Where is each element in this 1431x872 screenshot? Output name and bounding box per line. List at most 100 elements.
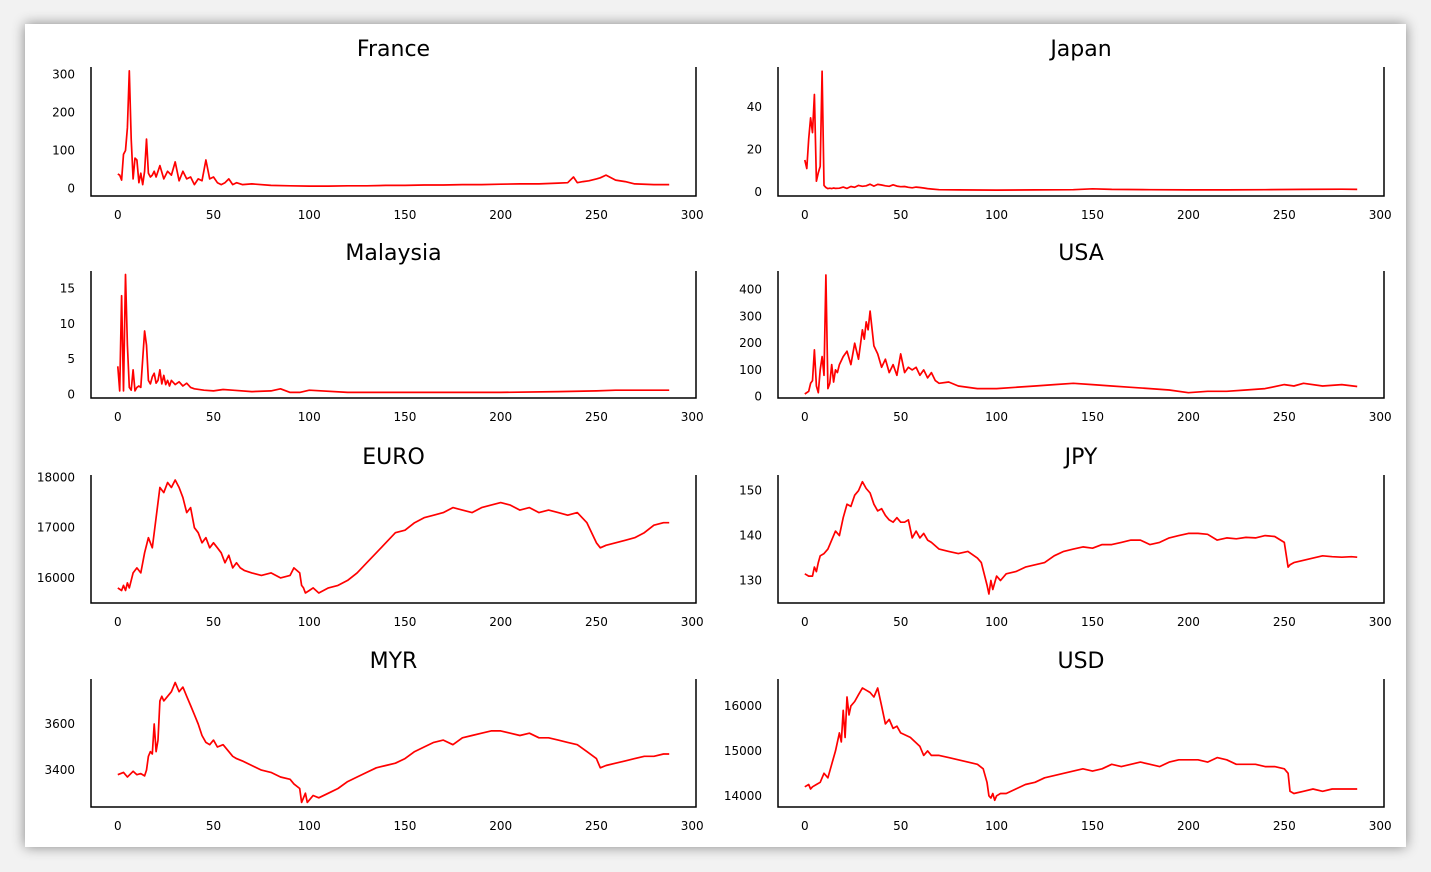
x-tick-label: 0 (114, 615, 122, 629)
x-tick-label: 300 (1369, 410, 1392, 424)
y-tick-label: 0 (67, 387, 75, 401)
y-tick-label: 100 (52, 143, 75, 157)
x-tick-label: 300 (1369, 615, 1392, 629)
series-line-france (117, 69, 670, 187)
panel-title-myr: MYR (370, 649, 418, 674)
y-tick-label: 300 (52, 68, 75, 82)
y-tick-label: 150 (739, 484, 762, 498)
x-tick-label: 200 (489, 410, 512, 424)
y-tick-label: 130 (739, 574, 762, 588)
series-line-japan (803, 70, 1358, 191)
axes-frame-france (90, 67, 697, 197)
x-tick-label: 300 (681, 615, 704, 629)
x-tick-label: 150 (1081, 410, 1104, 424)
x-tick-label: 250 (1273, 819, 1296, 833)
x-tick-label: 0 (801, 819, 809, 833)
y-tick-label: 140 (739, 529, 762, 543)
panel-title-jpy: JPY (1063, 445, 1098, 470)
y-tick-label: 0 (67, 181, 75, 195)
x-tick-label: 250 (585, 410, 608, 424)
panel-title-france: France (357, 37, 430, 62)
x-tick-label: 0 (801, 410, 809, 424)
x-tick-label: 200 (489, 208, 512, 222)
axes-frame-jpy (777, 475, 1385, 604)
y-tick-label: 3400 (44, 763, 75, 777)
x-tick-label: 250 (585, 819, 608, 833)
x-tick-label: 0 (114, 410, 122, 424)
axes-frame-myr (90, 679, 697, 808)
y-tick-label: 100 (739, 363, 762, 377)
panel-jpy: JPY 0 50 100 150 200 250 300 130 140 150 (739, 445, 1392, 629)
y-tick-label: 0 (754, 390, 762, 404)
y-tick-label: 40 (747, 100, 762, 114)
x-tick-label: 50 (893, 819, 908, 833)
x-tick-label: 300 (681, 410, 704, 424)
x-tick-label: 150 (394, 615, 417, 629)
y-tick-label: 14000 (724, 789, 762, 803)
y-tick-label: 17000 (37, 521, 75, 535)
x-tick-label: 300 (681, 819, 704, 833)
x-tick-label: 100 (985, 819, 1008, 833)
y-tick-label: 15 (60, 282, 75, 296)
series-line-euro (117, 479, 670, 594)
y-tick-label: 16000 (724, 699, 762, 713)
x-tick-label: 300 (1369, 208, 1392, 222)
x-tick-label: 150 (1081, 208, 1104, 222)
x-tick-label: 100 (985, 615, 1008, 629)
panel-usd: USD 0 50 100 150 200 250 300 14000 15000 16000 (724, 649, 1392, 833)
x-tick-label: 100 (298, 615, 321, 629)
y-tick-label: 5 (67, 352, 75, 366)
panel-title-japan: Japan (1048, 37, 1111, 62)
x-tick-label: 50 (893, 208, 908, 222)
x-tick-label: 100 (985, 208, 1008, 222)
x-tick-label: 150 (1081, 615, 1104, 629)
y-tick-label: 3600 (44, 717, 75, 731)
x-tick-label: 150 (1081, 819, 1104, 833)
panel-title-usa: USA (1058, 241, 1104, 266)
series-line-jpy (804, 480, 1358, 595)
x-tick-label: 50 (206, 410, 221, 424)
y-tick-label: 16000 (37, 571, 75, 585)
panel-malaysia: Malaysia 0 50 100 150 200 250 300 0 5 10 15 (60, 241, 704, 424)
series-line-usd (804, 687, 1358, 802)
panel-title-malaysia: Malaysia (345, 241, 441, 266)
x-tick-label: 0 (114, 208, 122, 222)
y-tick-label: 200 (52, 106, 75, 120)
series-line-usa (804, 274, 1358, 395)
figure-card: France 0 50 100 150 200 250 300 0 100 200 300 Japan 0… (25, 24, 1406, 847)
y-tick-label: 20 (747, 142, 762, 156)
x-tick-label: 250 (585, 208, 608, 222)
x-tick-label: 300 (1369, 819, 1392, 833)
x-tick-label: 150 (394, 819, 417, 833)
x-tick-label: 250 (585, 615, 608, 629)
x-tick-label: 250 (1273, 208, 1296, 222)
x-tick-label: 200 (1177, 410, 1200, 424)
x-tick-label: 250 (1273, 615, 1296, 629)
series-line-myr (117, 681, 670, 804)
panel-myr: MYR 0 50 100 150 200 250 300 3400 3600 (44, 649, 703, 833)
y-tick-label: 200 (739, 336, 762, 350)
x-tick-label: 150 (394, 410, 417, 424)
x-tick-label: 0 (801, 615, 809, 629)
series-line-malaysia (116, 273, 670, 394)
x-tick-label: 200 (489, 615, 512, 629)
axes-frame-japan (777, 67, 1385, 197)
panel-title-euro: EURO (362, 445, 425, 470)
x-tick-label: 100 (985, 410, 1008, 424)
x-tick-label: 0 (114, 819, 122, 833)
x-tick-label: 200 (1177, 819, 1200, 833)
x-tick-label: 250 (1273, 410, 1296, 424)
x-tick-label: 200 (1177, 208, 1200, 222)
y-tick-label: 10 (60, 317, 75, 331)
x-tick-label: 100 (298, 819, 321, 833)
x-tick-label: 50 (206, 615, 221, 629)
axes-frame-usd (777, 679, 1385, 808)
x-tick-label: 50 (206, 819, 221, 833)
y-tick-label: 15000 (724, 744, 762, 758)
axes-frame-malaysia (90, 271, 697, 399)
y-tick-label: 18000 (37, 471, 75, 485)
x-tick-label: 200 (489, 819, 512, 833)
panel-title-usd: USD (1057, 649, 1104, 674)
axes-frame-usa (777, 271, 1385, 399)
